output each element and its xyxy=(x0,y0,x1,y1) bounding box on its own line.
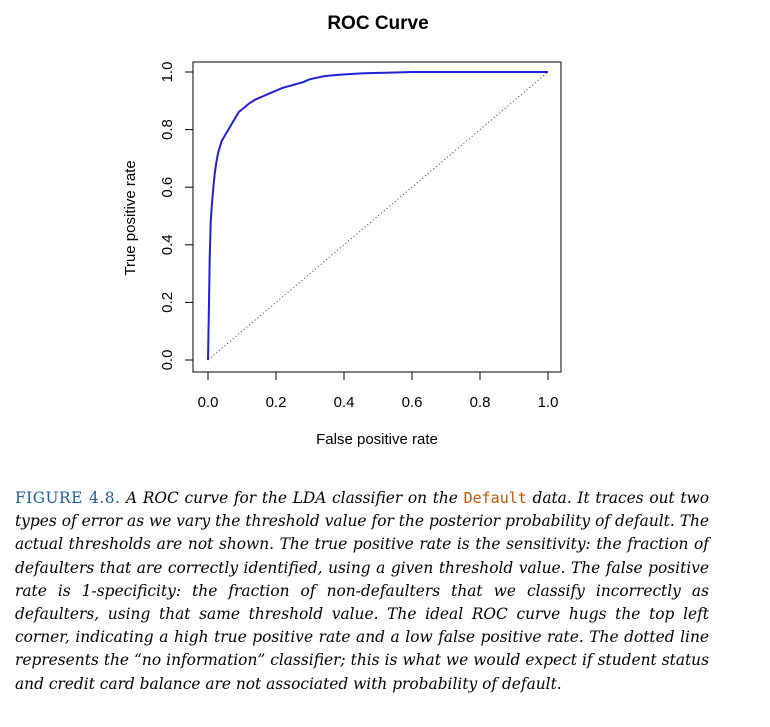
x-tick-label: 0.0 xyxy=(198,394,219,411)
y-tick-label: 0.6 xyxy=(159,177,176,198)
roc-curve-line xyxy=(207,71,548,361)
x-axis: 0.0 0.2 0.4 0.6 0.8 1.0 xyxy=(198,372,559,411)
figure-label: FIGURE 4.8. xyxy=(15,489,121,507)
y-axis-title: True positive rate xyxy=(122,160,139,275)
y-tick-label: 0.4 xyxy=(159,234,176,255)
caption-text-before-code: A ROC curve for the LDA classifier on th… xyxy=(120,489,464,507)
dataset-name: Default xyxy=(463,489,527,507)
caption-text-after-code: data. It traces out two types of error a… xyxy=(15,489,709,693)
x-tick-label: 1.0 xyxy=(538,394,559,411)
roc-chart: ROC Curve 0.0 0.2 0.4 0.6 0.8 1.0 0.00.20.40.… xyxy=(122,13,562,448)
y-tick-label: 0.0 xyxy=(159,350,176,371)
y-axis: 0.0 0.2 0.4 0.6 0.8 1.0 xyxy=(159,62,193,371)
figure-caption: FIGURE 4.8. A ROC curve for the LDA clas… xyxy=(15,487,709,696)
x-tick-label: 0.2 xyxy=(266,394,287,411)
chart-title: ROC Curve xyxy=(327,13,428,34)
no-information-line xyxy=(207,71,549,361)
x-tick-label: 0.4 xyxy=(334,394,355,411)
x-axis-title: False positive rate xyxy=(316,431,438,448)
x-tick-label: 0.6 xyxy=(402,394,423,411)
y-tick-label: 1.0 xyxy=(159,62,176,83)
plot-frame xyxy=(192,61,562,373)
y-tick-label: 0.2 xyxy=(159,292,176,313)
y-tick-label: 0.8 xyxy=(159,119,176,140)
x-tick-label: 0.8 xyxy=(470,394,491,411)
